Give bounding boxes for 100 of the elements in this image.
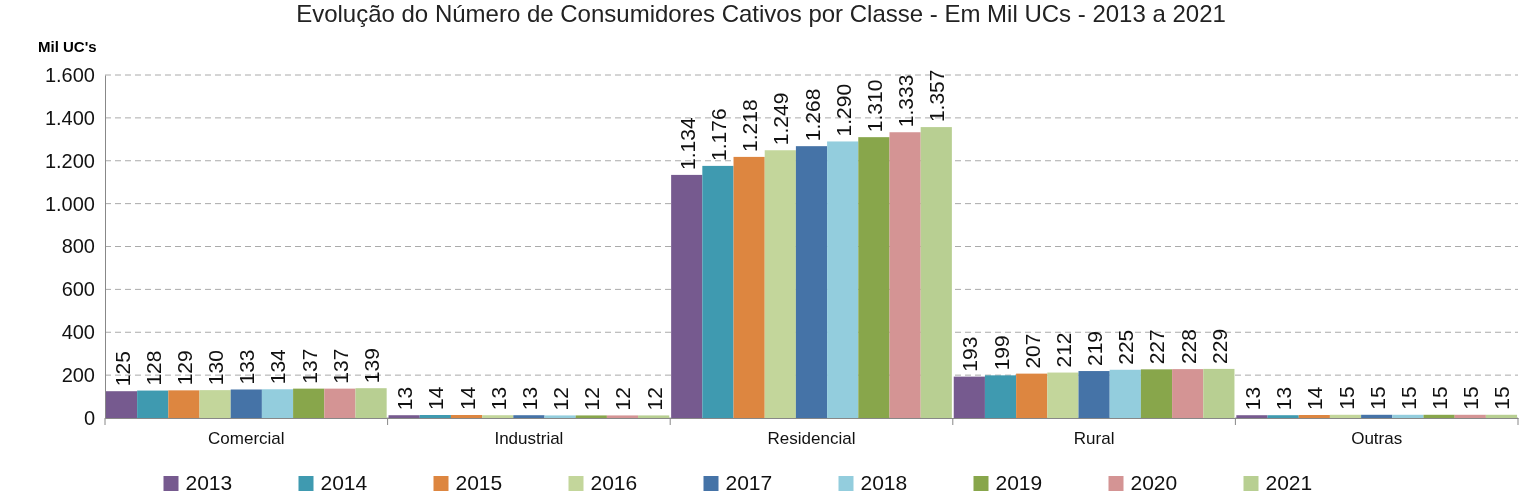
data-label: 137 [297,348,321,384]
data-label: 137 [328,348,352,384]
bar [575,415,607,418]
data-label: 15 [1459,386,1483,410]
x-tick-label: Rural [1073,429,1115,449]
data-label: 129 [172,350,196,386]
data-label: 134 [266,348,290,385]
bar [889,132,921,418]
data-label: 14 [455,386,479,410]
bar [450,415,483,418]
data-label: 1.268 [800,88,824,142]
data-label: 133 [235,349,259,385]
data-label: 1.333 [894,74,918,128]
legend-label: 2013 [185,471,233,494]
data-label: 1.134 [675,117,699,170]
bar [230,389,262,418]
bar [1078,371,1110,418]
bar [1361,414,1393,418]
bar [606,415,639,418]
data-label: 1.310 [862,79,886,133]
bar [388,415,420,418]
bar [168,390,200,418]
data-label: 13 [1272,386,1296,411]
data-label: 229 [1207,328,1231,364]
data-label: 207 [1020,333,1044,369]
bar [419,415,451,418]
data-label: 14 [1303,386,1327,410]
legend-label: 2015 [455,471,503,494]
bar [261,389,294,418]
data-label: 13 [517,386,541,411]
data-label: 199 [989,335,1013,371]
data-label: 12 [580,387,604,411]
data-label: 12 [549,387,573,411]
data-label: 193 [958,336,982,372]
y-tick-label: 800 [61,235,95,258]
bar [671,174,703,418]
bar [544,415,576,418]
y-tick-label: 1.400 [44,106,95,129]
data-label: 12 [611,387,635,411]
y-tick-label: 0 [83,406,95,429]
bar [827,141,859,418]
x-tick-label: Residencial [767,429,856,449]
y-tick-label: 600 [61,278,95,301]
legend-label: 2017 [725,471,773,494]
data-label: 1.290 [831,83,855,137]
legend-label: 2020 [1130,471,1178,494]
y-axis-title: Mil UC's [38,38,97,55]
data-label: 12 [642,387,666,411]
bar [1454,414,1486,418]
data-label: 139 [360,348,384,384]
data-label: 15 [1365,386,1389,410]
bar [482,415,514,418]
data-label: 15 [1334,386,1358,410]
bar [764,150,796,418]
legend-label: 2019 [995,471,1043,494]
bar [1392,414,1424,418]
legend-label: 2018 [860,471,908,494]
bar [1203,368,1235,418]
bar [324,388,356,418]
data-label: 15 [1428,386,1452,410]
bar [293,388,325,418]
data-label: 228 [1176,329,1200,365]
y-tick-label: 200 [61,364,95,387]
legend-label: 2021 [1265,471,1313,494]
bar [638,415,670,418]
bar [1329,414,1362,418]
data-label: 225 [1114,329,1138,365]
bar [702,165,734,418]
bar [513,415,545,418]
bar [733,156,765,418]
data-label: 128 [141,350,165,386]
data-label: 13 [486,386,510,411]
data-label: 1.357 [925,69,949,123]
data-label: 15 [1490,386,1514,410]
y-tick-label: 1.000 [44,192,95,215]
chart-title: Evolução do Número de Consumidores Cativos por Classe - Em Mil UCs - 2013 a 2021 [296,0,1226,27]
bar [1047,372,1079,418]
data-label: 1.176 [706,108,730,161]
bar [1485,414,1518,418]
bar [137,390,169,418]
data-label: 1.218 [738,99,762,152]
data-label: 212 [1051,332,1075,368]
bar [1016,373,1048,418]
bar [953,376,985,418]
x-tick-label: Outras [1351,429,1403,449]
bar [858,137,890,418]
legend-label: 2016 [590,471,638,494]
x-tick-label: Comercial [208,429,285,449]
bar [795,146,828,418]
bar [1236,415,1268,418]
y-tick-label: 400 [61,321,95,344]
bar [1140,369,1173,418]
data-label: 15 [1396,386,1420,410]
data-label: 219 [1083,331,1107,367]
bar [1172,369,1204,418]
bar [1423,414,1455,418]
legend-label: 2014 [320,471,368,494]
x-tick-label: Industrial [494,429,564,449]
data-label: 14 [424,386,448,410]
bar [920,127,952,418]
